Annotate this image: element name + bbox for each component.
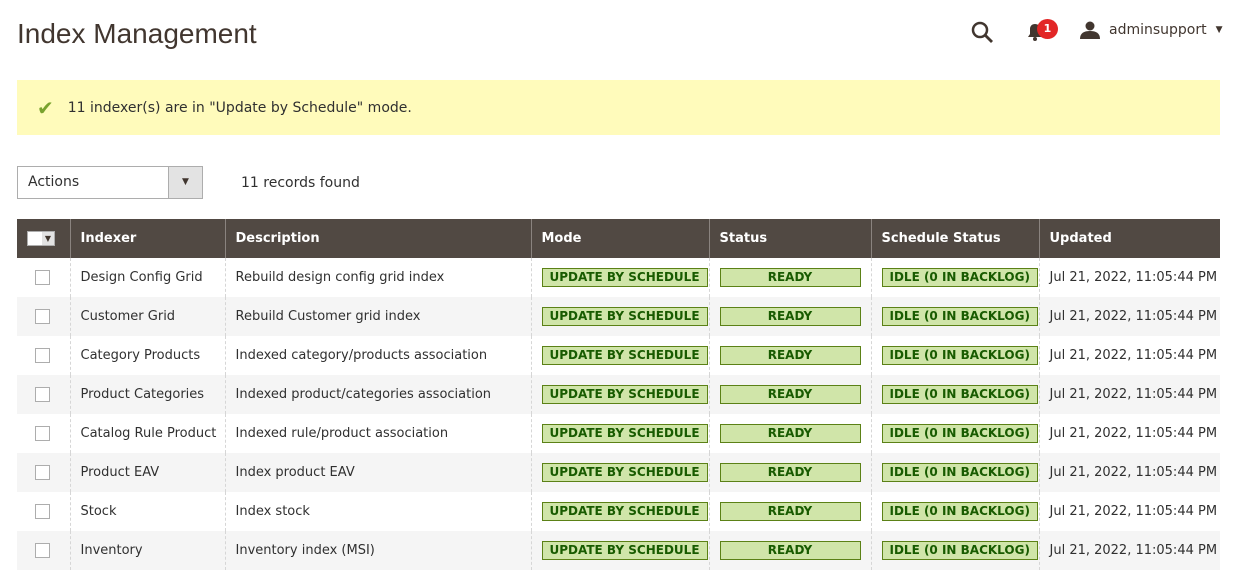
indexer-description: Index stock bbox=[224, 492, 531, 531]
table-row: Product EAV Index product EAV UPDATE BY … bbox=[17, 453, 1220, 492]
indexer-name: Product EAV bbox=[69, 453, 225, 492]
indexer-name: Category Products bbox=[69, 336, 225, 375]
indexer-description: Rebuild design config grid index bbox=[224, 258, 531, 297]
mode-badge: UPDATE BY SCHEDULE bbox=[541, 307, 708, 326]
col-indexer[interactable]: Indexer bbox=[69, 219, 225, 258]
status-badge: READY bbox=[719, 268, 861, 287]
indexer-name: Inventory bbox=[69, 531, 225, 570]
status-badge: READY bbox=[719, 463, 861, 482]
indexer-description: Indexed category/products association bbox=[224, 336, 531, 375]
schedule-status-badge: IDLE (0 IN BACKLOG) bbox=[881, 385, 1038, 404]
mode-badge: UPDATE BY SCHEDULE bbox=[541, 268, 708, 287]
col-description[interactable]: Description bbox=[224, 219, 531, 258]
row-checkbox[interactable] bbox=[35, 309, 50, 324]
mode-badge: UPDATE BY SCHEDULE bbox=[541, 502, 708, 521]
mode-badge: UPDATE BY SCHEDULE bbox=[541, 541, 708, 560]
row-checkbox[interactable] bbox=[35, 543, 50, 558]
indexer-description: Inventory index (MSI) bbox=[224, 531, 531, 570]
table-row: Inventory Inventory index (MSI) UPDATE B… bbox=[17, 531, 1220, 570]
schedule-status-badge: IDLE (0 IN BACKLOG) bbox=[881, 268, 1038, 287]
row-checkbox[interactable] bbox=[35, 465, 50, 480]
chevron-down-icon[interactable]: ▼ bbox=[168, 167, 202, 198]
user-menu[interactable]: adminsupport ▼ bbox=[1080, 21, 1223, 39]
table-row: Product Categories Indexed product/categ… bbox=[17, 375, 1220, 414]
indexer-description: Index product EAV bbox=[224, 453, 531, 492]
indexer-name: Product Categories bbox=[69, 375, 225, 414]
schedule-status-badge: IDLE (0 IN BACKLOG) bbox=[881, 424, 1038, 443]
indexer-name: Design Config Grid bbox=[69, 258, 225, 297]
mode-badge: UPDATE BY SCHEDULE bbox=[541, 385, 708, 404]
search-icon[interactable] bbox=[970, 20, 994, 44]
status-badge: READY bbox=[719, 424, 861, 443]
indexer-description: Rebuild Customer grid index bbox=[224, 297, 531, 336]
col-updated[interactable]: Updated bbox=[1038, 219, 1220, 258]
schedule-status-badge: IDLE (0 IN BACKLOG) bbox=[881, 502, 1038, 521]
updated-time: Jul 21, 2022, 11:05:44 PM bbox=[1038, 375, 1220, 414]
updated-time: Jul 21, 2022, 11:05:44 PM bbox=[1038, 414, 1220, 453]
schedule-status-badge: IDLE (0 IN BACKLOG) bbox=[881, 307, 1038, 326]
mass-select[interactable]: ▼ bbox=[17, 219, 70, 258]
mode-badge: UPDATE BY SCHEDULE bbox=[541, 463, 708, 482]
updated-time: Jul 21, 2022, 11:05:44 PM bbox=[1038, 258, 1220, 297]
updated-time: Jul 21, 2022, 11:05:44 PM bbox=[1038, 492, 1220, 531]
schedule-status-badge: IDLE (0 IN BACKLOG) bbox=[881, 463, 1038, 482]
schedule-status-badge: IDLE (0 IN BACKLOG) bbox=[881, 346, 1038, 365]
user-icon bbox=[1080, 21, 1100, 39]
table-row: Customer Grid Rebuild Customer grid inde… bbox=[17, 297, 1220, 336]
row-checkbox[interactable] bbox=[35, 348, 50, 363]
col-mode[interactable]: Mode bbox=[530, 219, 709, 258]
table-row: Design Config Grid Rebuild design config… bbox=[17, 258, 1220, 297]
table-row: Stock Index stock UPDATE BY SCHEDULE REA… bbox=[17, 492, 1220, 531]
status-badge: READY bbox=[719, 346, 861, 365]
row-checkbox[interactable] bbox=[35, 387, 50, 402]
col-schedule-status[interactable]: Schedule Status bbox=[870, 219, 1039, 258]
indexer-description: Indexed product/categories association bbox=[224, 375, 531, 414]
table-row: Catalog Rule Product Indexed rule/produc… bbox=[17, 414, 1220, 453]
schedule-status-badge: IDLE (0 IN BACKLOG) bbox=[881, 541, 1038, 560]
message-text: 11 indexer(s) are in "Update by Schedule… bbox=[67, 99, 412, 116]
page-title: Index Management bbox=[17, 18, 257, 49]
status-badge: READY bbox=[719, 502, 861, 521]
col-status[interactable]: Status bbox=[708, 219, 871, 258]
mode-badge: UPDATE BY SCHEDULE bbox=[541, 424, 708, 443]
status-badge: READY bbox=[719, 307, 861, 326]
table-row: Category Products Indexed category/produ… bbox=[17, 336, 1220, 375]
actions-dropdown[interactable]: Actions ▼ bbox=[17, 166, 203, 199]
indexer-grid: ▼ Indexer Description Mode Status Schedu… bbox=[17, 219, 1220, 570]
updated-time: Jul 21, 2022, 11:05:44 PM bbox=[1038, 531, 1220, 570]
status-badge: READY bbox=[719, 541, 861, 560]
indexer-name: Stock bbox=[69, 492, 225, 531]
indexer-description: Indexed rule/product association bbox=[224, 414, 531, 453]
status-badge: READY bbox=[719, 385, 861, 404]
row-checkbox[interactable] bbox=[35, 270, 50, 285]
actions-label: Actions bbox=[28, 174, 80, 190]
row-checkbox[interactable] bbox=[35, 426, 50, 441]
records-count: 11 records found bbox=[241, 175, 360, 191]
updated-time: Jul 21, 2022, 11:05:44 PM bbox=[1038, 453, 1220, 492]
notification-badge[interactable]: 1 bbox=[1037, 19, 1058, 39]
username: adminsupport bbox=[1109, 22, 1207, 38]
checkmark-icon: ✔ bbox=[37, 95, 54, 120]
success-message: ✔ 11 indexer(s) are in "Update by Schedu… bbox=[17, 80, 1220, 135]
updated-time: Jul 21, 2022, 11:05:44 PM bbox=[1038, 297, 1220, 336]
row-checkbox[interactable] bbox=[35, 504, 50, 519]
updated-time: Jul 21, 2022, 11:05:44 PM bbox=[1038, 336, 1220, 375]
indexer-name: Catalog Rule Product bbox=[69, 414, 225, 453]
indexer-name: Customer Grid bbox=[69, 297, 225, 336]
mode-badge: UPDATE BY SCHEDULE bbox=[541, 346, 708, 365]
chevron-down-icon: ▼ bbox=[1215, 25, 1223, 35]
